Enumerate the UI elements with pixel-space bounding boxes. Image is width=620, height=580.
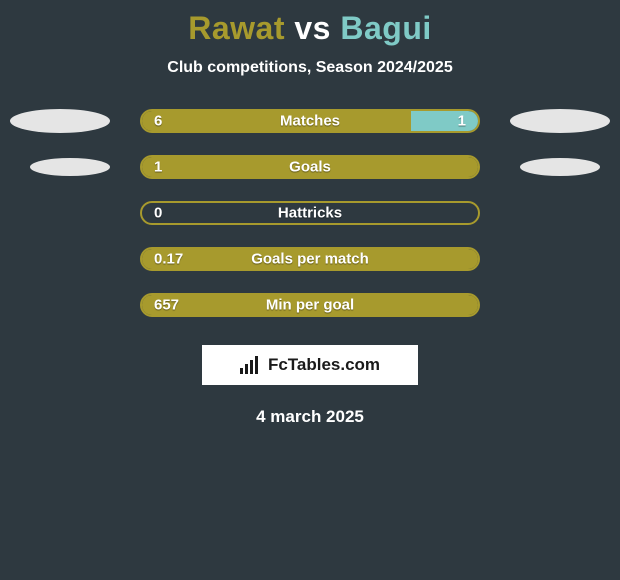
vs-text: vs: [294, 10, 331, 46]
stat-row: Goals per match 0.17: [0, 247, 620, 271]
stat-bar: Hattricks 0: [140, 201, 480, 225]
date-text: 4 march 2025: [0, 407, 620, 427]
stat-bar-right-segment: [411, 111, 478, 131]
stat-row: Matches 6 1: [0, 109, 620, 133]
brand-badge[interactable]: FcTables.com: [202, 345, 418, 385]
stat-label: Hattricks: [278, 205, 342, 222]
comparison-title: Rawat vs Bagui: [0, 0, 620, 47]
player2-name: Bagui: [340, 10, 431, 46]
stat-row: Goals 1: [0, 155, 620, 179]
stat-bar: Goals per match 0.17: [140, 247, 480, 271]
bar-chart-icon: [240, 356, 262, 374]
player1-name: Rawat: [188, 10, 285, 46]
stat-right-value: 1: [458, 113, 466, 130]
stat-row: Hattricks 0: [0, 201, 620, 225]
stat-label: Min per goal: [266, 297, 354, 314]
stat-left-value: 657: [154, 297, 179, 314]
stat-row: Min per goal 657: [0, 293, 620, 317]
stat-bar: Matches 6 1: [140, 109, 480, 133]
stats-container: Matches 6 1 Goals 1 Hattricks 0 Goals per match…: [0, 109, 620, 317]
stat-left-value: 0: [154, 205, 162, 222]
player1-badge: [10, 109, 110, 133]
stat-label: Goals: [289, 159, 331, 176]
player2-badge: [520, 158, 600, 176]
stat-bar-left-segment: [142, 111, 411, 131]
stat-left-value: 0.17: [154, 251, 183, 268]
stat-left-value: 6: [154, 113, 162, 130]
stat-bar: Min per goal 657: [140, 293, 480, 317]
brand-text: FcTables.com: [268, 355, 380, 375]
stat-label: Goals per match: [251, 251, 369, 268]
player2-badge: [510, 109, 610, 133]
player1-badge: [30, 158, 110, 176]
stat-bar: Goals 1: [140, 155, 480, 179]
stat-label: Matches: [280, 113, 340, 130]
stat-left-value: 1: [154, 159, 162, 176]
subtitle: Club competitions, Season 2024/2025: [0, 59, 620, 77]
